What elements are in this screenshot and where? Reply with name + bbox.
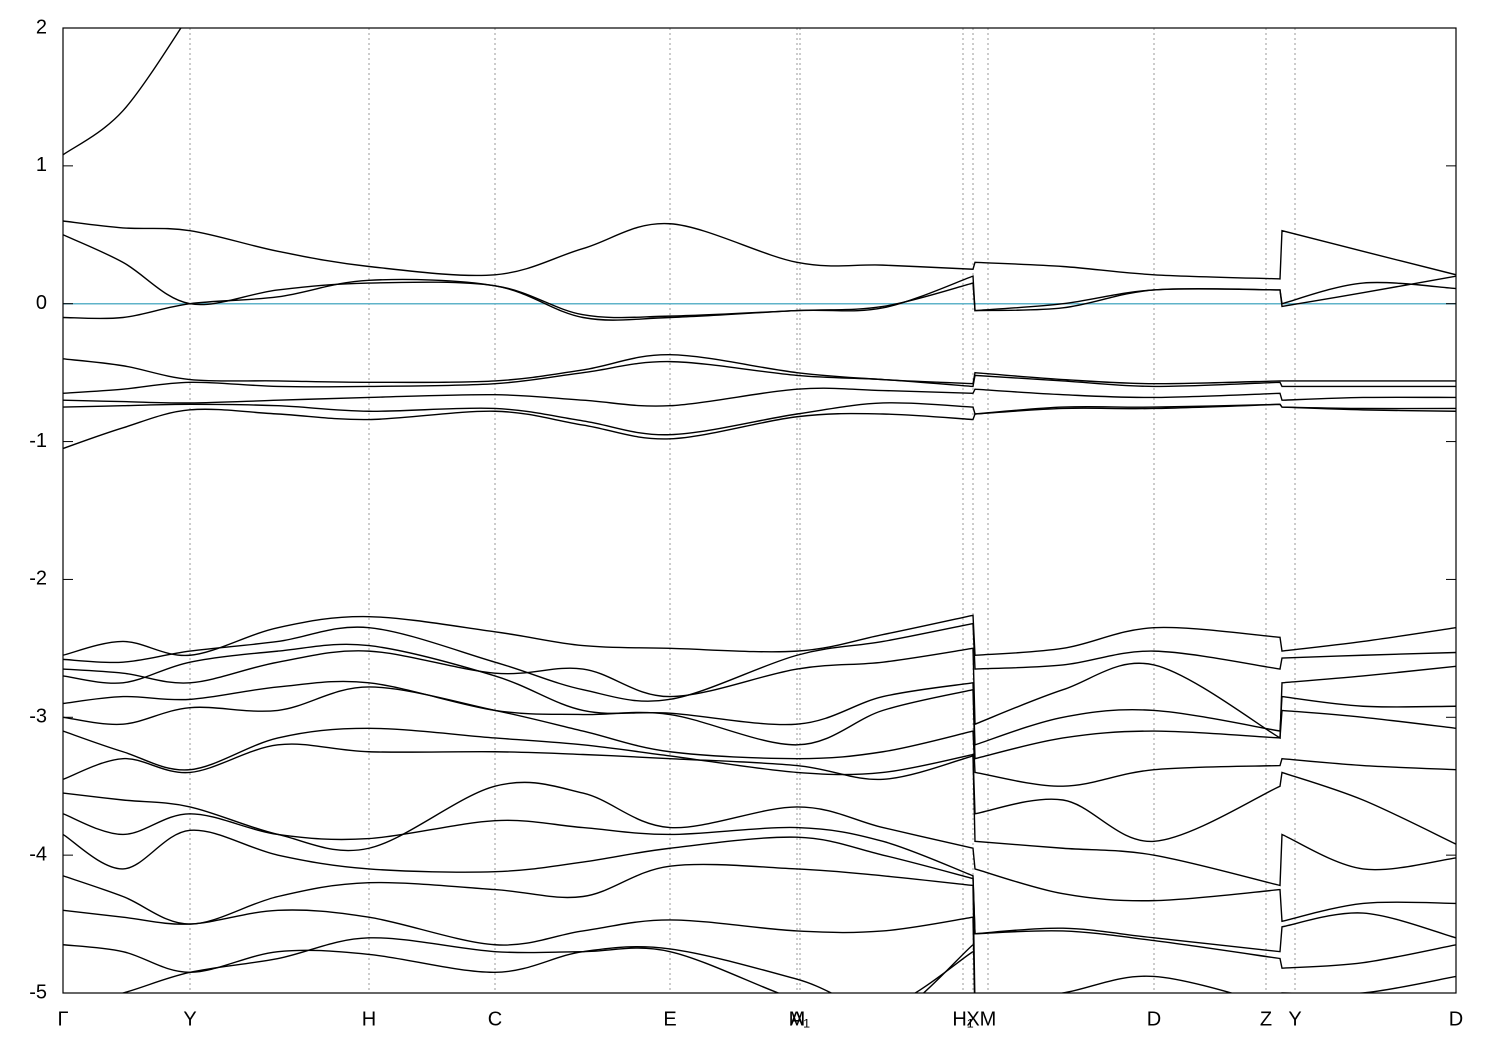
x-tick-label: Γ	[57, 1008, 68, 1030]
band	[63, 220, 1456, 280]
x-tick-label: D	[1449, 1008, 1463, 1030]
band	[63, 686, 1456, 787]
y-tick-label: -3	[29, 706, 47, 728]
x-tick-label: Y	[1288, 1008, 1301, 1030]
band	[63, 829, 1456, 969]
band	[63, 402, 1456, 436]
band	[63, 863, 1456, 993]
y-tick-label: 2	[36, 16, 47, 38]
band	[63, 813, 1456, 953]
band	[63, 680, 1456, 760]
labels: 210-1-2-3-4-5Γ Y H C E MA₁ H₁X M D Z Y D	[29, 16, 1463, 1030]
band	[63, 727, 1456, 845]
band	[120, 937, 974, 993]
x-tick-label: A₁	[790, 1008, 810, 1030]
x-tick-label: H	[362, 1008, 376, 1030]
band	[63, 643, 1456, 746]
y-tick-label: -4	[29, 843, 47, 865]
x-tick-label: H₁	[952, 1008, 973, 1030]
x-tick-label: C	[488, 1008, 502, 1030]
band	[63, 743, 1456, 887]
x-tick-label: Z	[1260, 1008, 1272, 1030]
band	[63, 360, 1456, 395]
band	[63, 234, 1456, 319]
x-tick-label: D	[1147, 1008, 1161, 1030]
band	[63, 622, 1456, 702]
grid	[62, 28, 1457, 993]
band	[63, 28, 182, 156]
plot-frame	[62, 27, 1457, 994]
x-tick-label: M	[789, 1008, 806, 1030]
band	[63, 944, 974, 993]
band	[63, 403, 1456, 450]
band	[63, 354, 1456, 385]
x-tick-label: X	[966, 1008, 979, 1030]
band	[63, 614, 1456, 657]
bands	[63, 28, 1456, 993]
band	[63, 647, 1456, 740]
x-tick-label: M	[980, 1008, 997, 1030]
band	[63, 387, 1456, 407]
y-tick-label: -5	[29, 981, 47, 1003]
y-tick-label: 0	[36, 292, 47, 314]
y-tick-label: -1	[29, 430, 47, 452]
y-tick-label: -2	[29, 568, 47, 590]
band	[63, 275, 1456, 321]
y-tick-label: 1	[36, 154, 47, 176]
band	[63, 909, 976, 993]
x-tick-label: Y	[183, 1008, 196, 1030]
x-tick-label: E	[663, 1008, 676, 1030]
